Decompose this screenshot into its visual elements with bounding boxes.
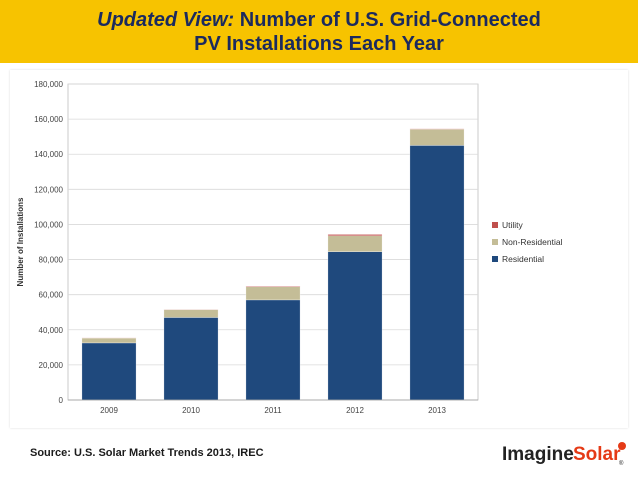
x-tick-label: 2009 [100, 406, 118, 415]
bar-residential-2011 [245, 299, 301, 401]
title-rest: Number of U.S. Grid-Connected [234, 8, 541, 31]
bar-non-residential-2012 [327, 235, 383, 252]
y-tick-label: 160,000 [34, 115, 63, 124]
title-banner: Updated View: Number of U.S. Grid-Connec… [0, 0, 638, 63]
y-tick-label: 20,000 [39, 361, 64, 370]
y-tick-label: 80,000 [39, 256, 64, 265]
legend-swatch-residential [492, 256, 498, 262]
bar-residential-2013 [409, 145, 465, 401]
title-line-1: Updated View: Number of U.S. Grid-Connec… [97, 8, 541, 32]
bar-residential-2012 [327, 251, 383, 401]
legend-swatch-non-residential [492, 239, 498, 245]
y-axis-label: Number of Installations [16, 197, 25, 286]
legend-label-non-residential: Non-Residential [502, 237, 563, 247]
y-tick-label: 120,000 [34, 185, 63, 194]
x-tick-label: 2013 [428, 406, 446, 415]
legend-label-utility: Utility [502, 220, 524, 230]
legend-swatch-utility [492, 222, 498, 228]
bar-non-residential-2013 [409, 129, 465, 146]
stacked-bar-chart: 0 20,000 40,000 60,000 80,000 100,000 120,000 1… [16, 80, 563, 415]
y-tick-label: 180,000 [34, 80, 63, 89]
logo-word-imagine: Imagine [502, 444, 574, 465]
bar-utility-2012 [327, 234, 383, 237]
bar-residential-2010 [163, 317, 219, 401]
x-tick-label: 2010 [182, 406, 200, 415]
x-tick-label: 2012 [346, 406, 364, 415]
imaginesolar-logo: Imagine Solar ® [502, 442, 626, 467]
bar-non-residential-2011 [245, 286, 301, 301]
x-tick-label: 2011 [264, 406, 282, 415]
logo-registered-mark: ® [619, 460, 624, 467]
y-tick-label: 0 [59, 396, 64, 405]
title-line-2: PV Installations Each Year [194, 32, 444, 55]
bar-non-residential-2010 [163, 309, 219, 318]
bar-non-residential-2009 [81, 337, 137, 344]
chart-panel: 0 20,000 40,000 60,000 80,000 100,000 120,000 1… [10, 70, 628, 428]
logo-word-solar: Solar [573, 444, 621, 465]
bar-utility-2013 [409, 128, 465, 130]
legend-label-residential: Residential [502, 254, 544, 264]
y-tick-label: 140,000 [34, 150, 63, 159]
bar-utility-2011 [245, 285, 301, 287]
y-tick-label: 60,000 [39, 291, 64, 300]
source-citation: Source: U.S. Solar Market Trends 2013, I… [30, 447, 264, 459]
bar-residential-2009 [81, 342, 137, 401]
title-italic: Updated View: [97, 8, 235, 31]
logo-sun-icon [618, 442, 626, 450]
y-tick-label: 40,000 [39, 326, 64, 335]
y-tick-label: 100,000 [34, 220, 63, 229]
